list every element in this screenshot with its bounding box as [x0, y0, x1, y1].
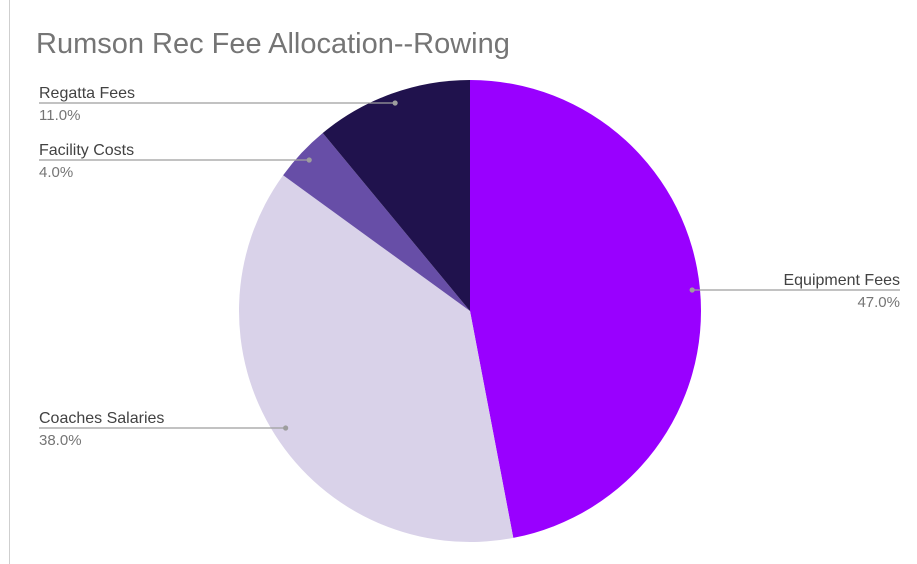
pie-slice-regatta-fees	[322, 80, 470, 311]
pie-slice-coaches-salaries	[239, 175, 514, 542]
slice-value-equipment-fees: 47.0%	[857, 294, 900, 311]
chart-title: Rumson Rec Fee Allocation--Rowing	[36, 28, 510, 60]
pie-slice-equipment-fees	[470, 80, 701, 538]
slice-label-regatta-fees: Regatta Fees	[39, 85, 135, 102]
leader-dot-facility-costs	[306, 157, 312, 163]
leader-dot-equipment-fees	[689, 287, 695, 293]
slice-value-regatta-fees: 11.0%	[39, 107, 80, 124]
slice-labels: Equipment Fees 47.0% Coaches Salaries 38.0%…	[39, 85, 900, 449]
slice-label-equipment-fees: Equipment Fees	[783, 272, 900, 289]
pie-slice-facility-costs	[283, 133, 470, 311]
slice-value-coaches-salaries: 38.0%	[39, 432, 82, 449]
slice-label-facility-costs: Facility Costs	[39, 142, 134, 159]
slice-value-facility-costs: 4.0%	[39, 164, 73, 181]
leader-dot-regatta-fees	[392, 100, 398, 106]
slice-label-coaches-salaries: Coaches Salaries	[39, 410, 164, 427]
pie-slices	[239, 80, 701, 542]
leader-dot-coaches-salaries	[283, 425, 289, 431]
left-axis-rule	[9, 0, 10, 564]
